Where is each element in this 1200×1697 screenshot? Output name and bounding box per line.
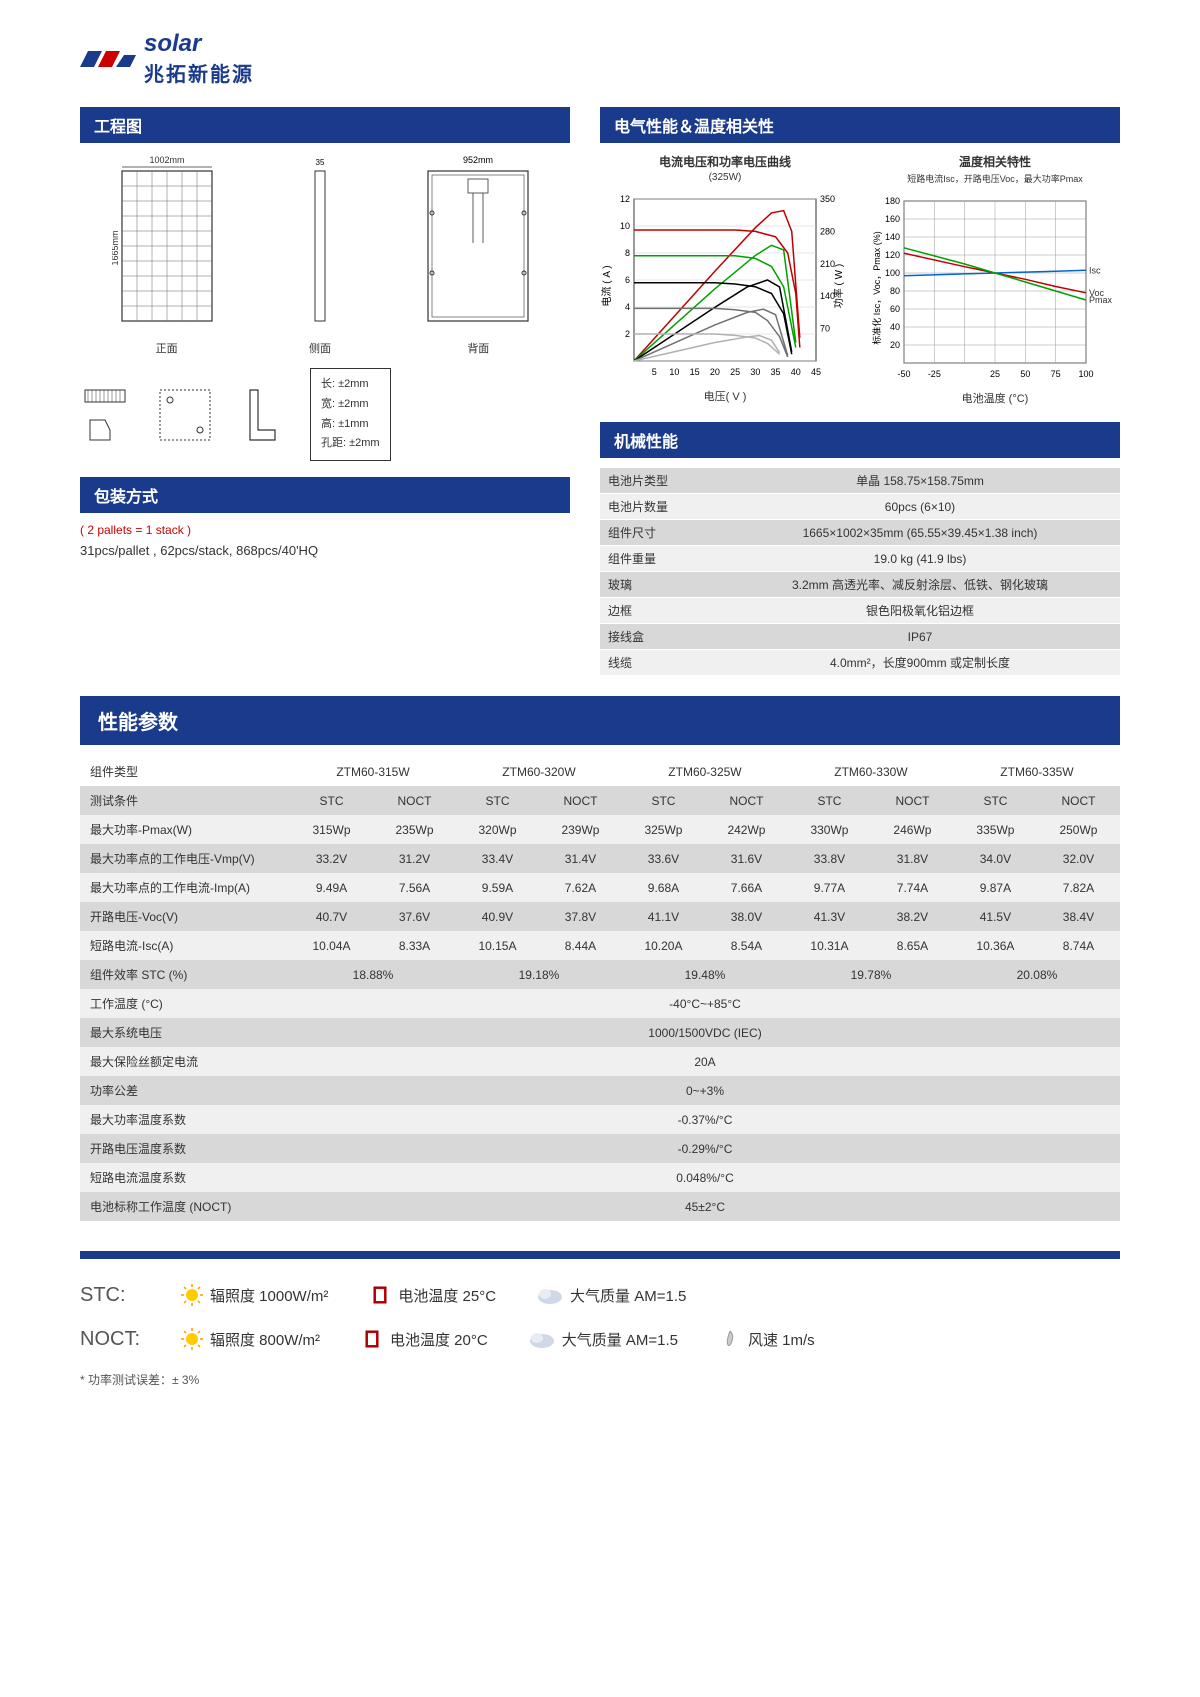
svg-text:4: 4 — [625, 302, 630, 312]
back-view: 952mm — [418, 153, 538, 333]
mech-val: 银色阳极氧化铝边框 — [720, 598, 1120, 624]
eng-header: 工程图 — [80, 107, 570, 143]
svg-text:20: 20 — [710, 367, 720, 377]
svg-text:25: 25 — [990, 369, 1000, 379]
svg-text:100: 100 — [885, 268, 900, 278]
mech-key: 接线盒 — [600, 624, 720, 650]
pkg-header: 包装方式 — [80, 477, 570, 513]
svg-text:Pmax: Pmax — [1089, 295, 1113, 305]
mech-val: 19.0 kg (41.9 lbs) — [720, 546, 1120, 572]
svg-text:6: 6 — [625, 275, 630, 285]
mech-val: 4.0mm²，长度900mm 或定制长度 — [720, 650, 1120, 676]
svg-text:75: 75 — [1051, 369, 1061, 379]
svg-text:标准化 Isc，Voc，Pmax (%): 标准化 Isc，Voc，Pmax (%) — [871, 231, 882, 345]
svg-text:30: 30 — [750, 367, 760, 377]
svg-text:-25: -25 — [928, 369, 941, 379]
svg-text:45: 45 — [811, 367, 821, 377]
svg-text:280: 280 — [820, 226, 835, 236]
sun-icon — [180, 1327, 204, 1351]
mech-key: 线缆 — [600, 650, 720, 676]
side-view: 35 — [305, 153, 335, 333]
temp-icon — [368, 1283, 392, 1307]
note: * 功率测试误差：± 3% — [80, 1371, 1120, 1388]
svg-text:5: 5 — [652, 367, 657, 377]
svg-text:952mm: 952mm — [463, 155, 493, 165]
eng-drawing: 1002mm 1665mm 正面 35 — [80, 153, 570, 461]
iv-chart: 电流电压和功率电压曲线 (325W) 510152025303540452468… — [600, 153, 850, 406]
svg-text:120: 120 — [885, 250, 900, 260]
svg-text:350: 350 — [820, 194, 835, 204]
svg-text:35: 35 — [316, 158, 325, 167]
mech-key: 玻璃 — [600, 572, 720, 598]
mech-val: 单晶 158.75×158.75mm — [720, 468, 1120, 494]
noct-row: NOCT: 辐照度 800W/m² 电池温度 20°C 大气质量 AM=1.5 … — [80, 1327, 1120, 1351]
svg-text:1665mm: 1665mm — [112, 230, 120, 265]
perf-table: 组件类型ZTM60-315WZTM60-320WZTM60-325WZTM60-… — [80, 757, 1120, 1221]
elec-header: 电气性能＆温度相关性 — [600, 107, 1120, 143]
detail-3 — [240, 380, 290, 450]
divider-bar — [80, 1251, 1120, 1259]
mech-val: 60pcs (6×10) — [720, 494, 1120, 520]
svg-text:8: 8 — [625, 248, 630, 258]
svg-text:100: 100 — [1078, 369, 1093, 379]
svg-text:140: 140 — [885, 232, 900, 242]
mech-val: 1665×1002×35mm (65.55×39.45×1.38 inch) — [720, 520, 1120, 546]
front-view: 1002mm 1665mm — [112, 153, 222, 333]
svg-text:80: 80 — [890, 286, 900, 296]
wind-icon — [718, 1327, 742, 1351]
pkg-text: 31pcs/pallet , 62pcs/stack, 868pcs/40'HQ — [80, 543, 570, 558]
svg-text:-50: -50 — [897, 369, 910, 379]
mech-val: IP67 — [720, 624, 1120, 650]
svg-text:Isc: Isc — [1089, 265, 1101, 275]
cloud-icon — [528, 1329, 556, 1349]
svg-text:功率 ( W ): 功率 ( W ) — [832, 264, 845, 308]
pkg-sub: ( 2 pallets = 1 stack ) — [80, 523, 570, 537]
svg-text:15: 15 — [690, 367, 700, 377]
detail-1 — [80, 385, 130, 445]
svg-text:140: 140 — [820, 291, 835, 301]
logo: solar 兆拓新能源 — [80, 30, 1120, 87]
cloud-icon — [536, 1285, 564, 1305]
sun-icon — [180, 1283, 204, 1307]
svg-text:1002mm: 1002mm — [149, 155, 184, 165]
mech-key: 组件重量 — [600, 546, 720, 572]
svg-text:210: 210 — [820, 259, 835, 269]
mech-val: 3.2mm 高透光率、减反射涂层、低铁、钢化玻璃 — [720, 572, 1120, 598]
svg-text:160: 160 — [885, 214, 900, 224]
stc-row: STC: 辐照度 1000W/m² 电池温度 25°C 大气质量 AM=1.5 — [80, 1283, 1120, 1307]
perf-section: 性能参数 组件类型ZTM60-315WZTM60-320WZTM60-325WZ… — [80, 696, 1120, 1221]
svg-text:50: 50 — [1020, 369, 1030, 379]
svg-text:10: 10 — [620, 221, 630, 231]
svg-text:12: 12 — [620, 194, 630, 204]
svg-text:20: 20 — [890, 340, 900, 350]
logo-mark — [80, 39, 136, 79]
svg-text:25: 25 — [730, 367, 740, 377]
svg-text:40: 40 — [890, 322, 900, 332]
mech-table: 电池片类型单晶 158.75×158.75mm电池片数量60pcs (6×10)… — [600, 468, 1120, 676]
temp-chart: 温度相关特性 短路电流Isc，开路电压Voc，最大功率Pmax -50-2525… — [870, 153, 1120, 406]
detail-2 — [150, 380, 220, 450]
svg-text:35: 35 — [771, 367, 781, 377]
mech-key: 组件尺寸 — [600, 520, 720, 546]
svg-text:70: 70 — [820, 324, 830, 334]
svg-text:40: 40 — [791, 367, 801, 377]
svg-text:180: 180 — [885, 196, 900, 206]
svg-text:60: 60 — [890, 304, 900, 314]
mech-key: 电池片数量 — [600, 494, 720, 520]
mech-header: 机械性能 — [600, 422, 1120, 458]
perf-header: 性能参数 — [80, 696, 1120, 745]
mech-key: 电池片类型 — [600, 468, 720, 494]
mech-key: 边框 — [600, 598, 720, 624]
logo-cn: 兆拓新能源 — [144, 58, 254, 87]
tolerance-box: 长: ±2mm 宽: ±2mm 高: ±1mm 孔距: ±2mm — [310, 368, 391, 461]
svg-text:10: 10 — [669, 367, 679, 377]
logo-en: solar — [144, 30, 254, 58]
svg-text:电流 ( A ): 电流 ( A ) — [600, 265, 613, 306]
temp-icon — [360, 1327, 384, 1351]
svg-text:2: 2 — [625, 329, 630, 339]
